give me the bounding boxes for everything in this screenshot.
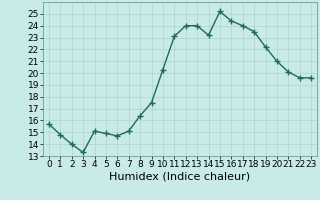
X-axis label: Humidex (Indice chaleur): Humidex (Indice chaleur) xyxy=(109,172,251,182)
